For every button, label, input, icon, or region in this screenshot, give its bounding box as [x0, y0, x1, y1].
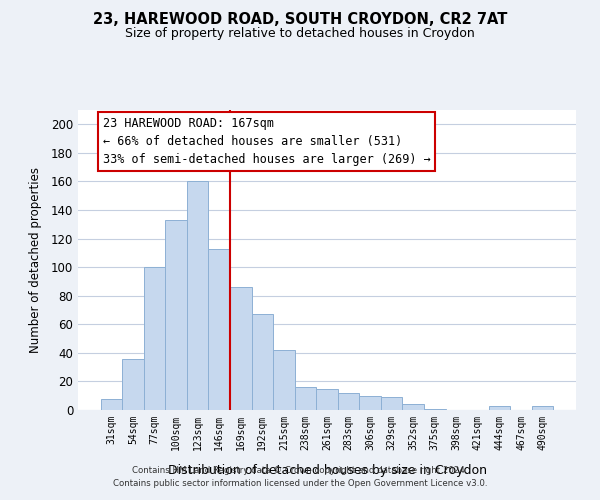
- Text: 23, HAREWOOD ROAD, SOUTH CROYDON, CR2 7AT: 23, HAREWOOD ROAD, SOUTH CROYDON, CR2 7A…: [93, 12, 507, 28]
- Bar: [359, 396, 381, 410]
- Text: 23 HAREWOOD ROAD: 167sqm
← 66% of detached houses are smaller (531)
33% of semi-: 23 HAREWOOD ROAD: 167sqm ← 66% of detach…: [103, 117, 431, 166]
- X-axis label: Distribution of detached houses by size in Croydon: Distribution of detached houses by size …: [167, 464, 487, 477]
- Text: Size of property relative to detached houses in Croydon: Size of property relative to detached ho…: [125, 28, 475, 40]
- Bar: [101, 398, 122, 410]
- Text: Contains HM Land Registry data © Crown copyright and database right 2024.
Contai: Contains HM Land Registry data © Crown c…: [113, 466, 487, 487]
- Bar: [488, 406, 510, 410]
- Bar: [187, 182, 208, 410]
- Bar: [230, 287, 251, 410]
- Bar: [381, 397, 403, 410]
- Bar: [144, 267, 166, 410]
- Bar: [424, 408, 446, 410]
- Bar: [338, 393, 359, 410]
- Y-axis label: Number of detached properties: Number of detached properties: [29, 167, 43, 353]
- Bar: [166, 220, 187, 410]
- Bar: [403, 404, 424, 410]
- Bar: [532, 406, 553, 410]
- Bar: [316, 388, 338, 410]
- Bar: [273, 350, 295, 410]
- Bar: [208, 248, 230, 410]
- Bar: [122, 358, 144, 410]
- Bar: [295, 387, 316, 410]
- Bar: [251, 314, 273, 410]
